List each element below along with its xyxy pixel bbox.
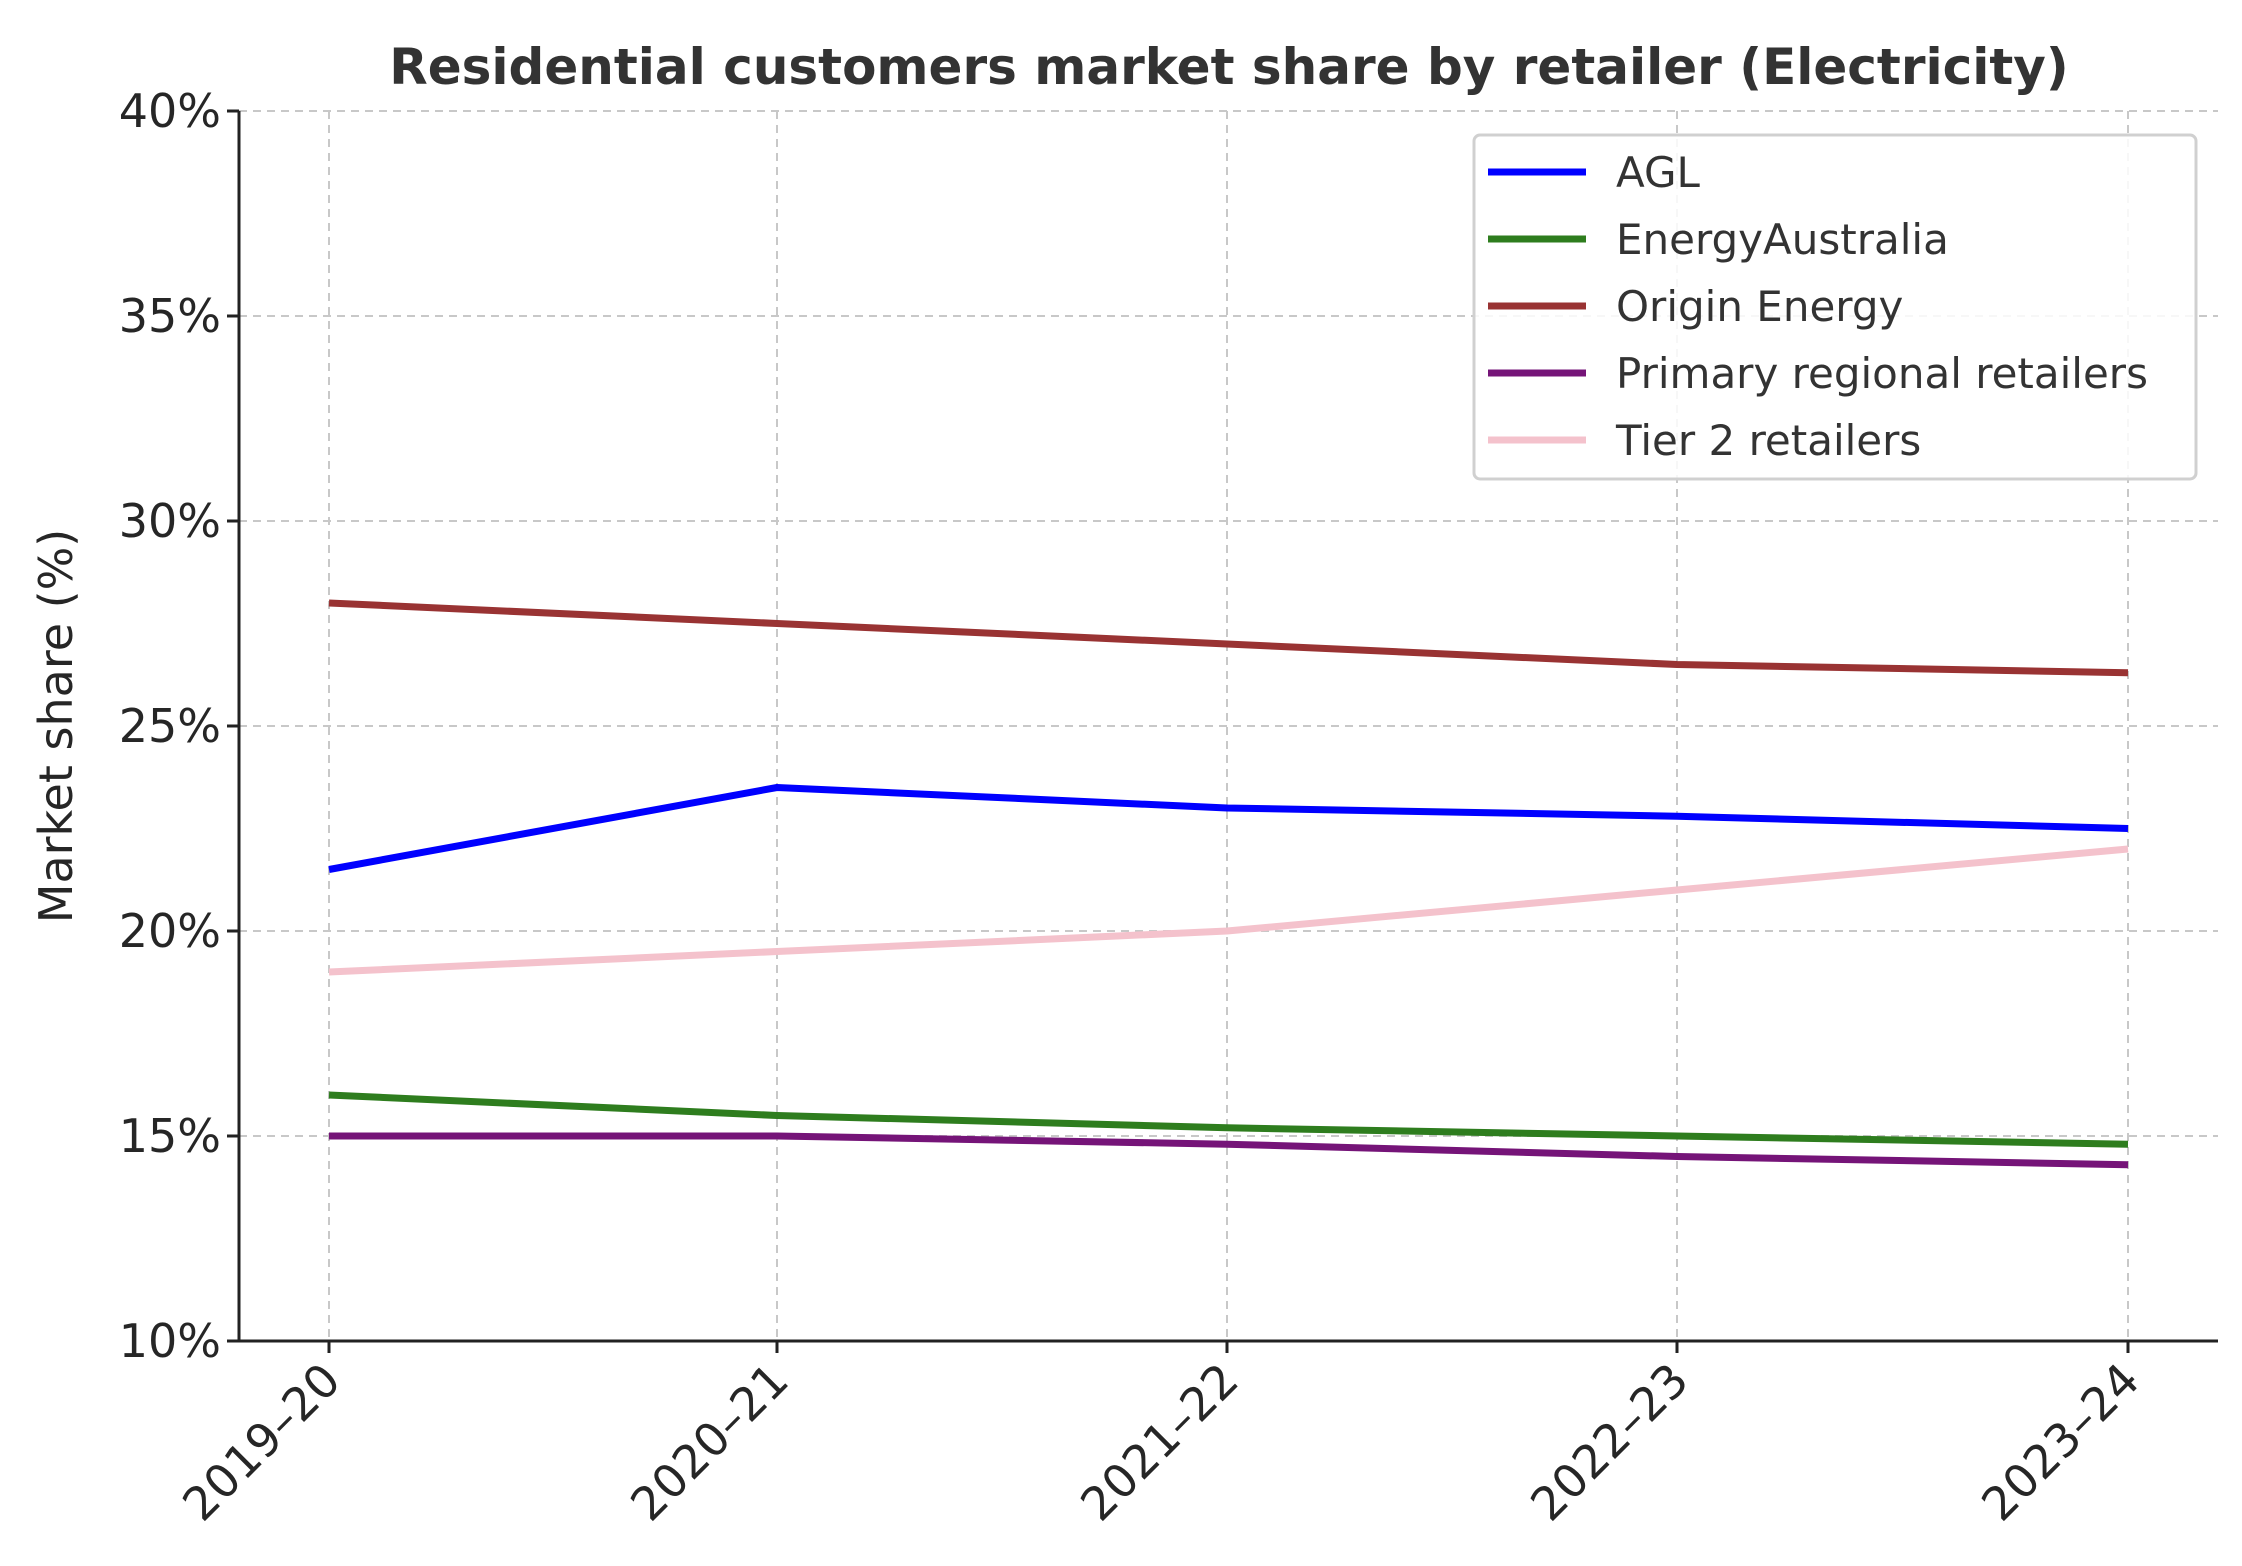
x-tick-label: 2023–24 xyxy=(1971,1353,2150,1532)
series-line-tier-2-retailers xyxy=(328,845,2129,976)
legend-label: Primary regional retailers xyxy=(1616,349,2148,398)
y-tick-label: 15% xyxy=(119,1109,221,1163)
y-tick-label: 10% xyxy=(119,1314,221,1368)
y-tick-label: 25% xyxy=(119,699,221,753)
legend-label: EnergyAustralia xyxy=(1616,215,1949,264)
x-tick-label: 2020–21 xyxy=(620,1353,799,1532)
y-tick-label: 30% xyxy=(119,494,221,548)
series-line-agl xyxy=(328,784,2129,873)
legend-label: Tier 2 retailers xyxy=(1615,416,1921,465)
y-axis-label: Market share (%) xyxy=(29,529,83,923)
legend-label: AGL xyxy=(1616,148,1701,197)
y-tick-label: 35% xyxy=(119,289,221,343)
legend: AGL EnergyAustralia Origin Energy Primary r… xyxy=(1472,133,2198,481)
chart-title: Residential customers market share by re… xyxy=(389,38,2069,96)
series-line-primary-regional-retailers xyxy=(329,1132,2129,1169)
legend-label: Origin Energy xyxy=(1616,282,1903,331)
y-tick-label: 20% xyxy=(119,904,221,958)
x-tick-label: 2022–23 xyxy=(1520,1353,1699,1532)
series-line-origin-energy xyxy=(328,599,2129,677)
y-tick-label: 40% xyxy=(119,84,221,138)
x-tick-label: 2019–20 xyxy=(172,1353,351,1532)
series-lines xyxy=(328,599,2129,1169)
x-tick-label: 2021–22 xyxy=(1070,1353,1249,1532)
series-line-energyaustralia xyxy=(328,1091,2129,1148)
legend-box xyxy=(1472,133,2198,481)
